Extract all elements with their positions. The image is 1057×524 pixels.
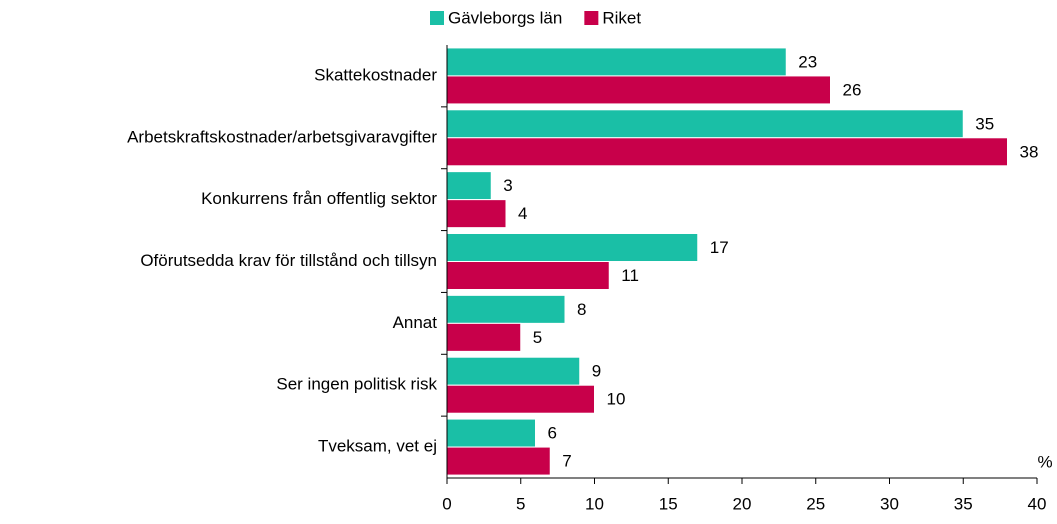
x-tick-label: 30 bbox=[880, 494, 899, 513]
y-tick-label: Ser ingen politisk risk bbox=[276, 375, 437, 394]
bar bbox=[446, 137, 1008, 167]
value-label: 35 bbox=[975, 114, 994, 133]
value-label: 7 bbox=[562, 452, 571, 471]
bar bbox=[446, 109, 964, 139]
legend-swatch bbox=[584, 11, 599, 25]
bar bbox=[446, 199, 507, 229]
bar bbox=[446, 47, 787, 77]
value-label: 9 bbox=[592, 362, 601, 381]
value-label: 26 bbox=[843, 80, 862, 99]
legend-label: Gävleborgs län bbox=[448, 8, 562, 27]
x-tick-label: 35 bbox=[954, 494, 973, 513]
x-tick-label: 40 bbox=[1028, 494, 1047, 513]
legend-label: Riket bbox=[602, 8, 641, 27]
value-label: 17 bbox=[710, 238, 729, 257]
y-tick-label: Arbetskraftskostnader/arbetsgivaravgifte… bbox=[127, 127, 437, 146]
x-tick-label: 15 bbox=[659, 494, 678, 513]
bar bbox=[446, 233, 699, 262]
y-tick-label: Konkurrens från offentlig sektor bbox=[201, 189, 437, 208]
value-label: 5 bbox=[533, 328, 542, 347]
x-tick-label: 10 bbox=[585, 494, 604, 513]
x-tick-label: 25 bbox=[806, 494, 825, 513]
bar bbox=[446, 171, 492, 201]
y-tick-label: Oförutsedda krav för tillstånd och tills… bbox=[140, 251, 437, 270]
value-label: 6 bbox=[548, 424, 557, 443]
bar bbox=[446, 356, 581, 386]
x-axis-label: % bbox=[1037, 452, 1052, 471]
legend-swatch bbox=[430, 11, 444, 25]
y-tick-label: Skattekostnader bbox=[314, 65, 437, 84]
bar bbox=[446, 75, 831, 105]
value-label: 3 bbox=[503, 176, 512, 195]
value-label: 38 bbox=[1020, 142, 1039, 161]
value-label: 10 bbox=[607, 390, 626, 409]
bar bbox=[446, 322, 522, 352]
bar bbox=[446, 446, 551, 476]
x-tick-label: 5 bbox=[516, 494, 525, 513]
y-tick-label: Tveksam, vet ej bbox=[318, 437, 437, 456]
bar bbox=[446, 384, 595, 414]
bar bbox=[446, 261, 610, 290]
bar bbox=[446, 294, 566, 324]
y-tick-label: Annat bbox=[393, 313, 438, 332]
value-label: 4 bbox=[518, 204, 527, 223]
value-label: 23 bbox=[798, 52, 817, 71]
x-tick-label: 20 bbox=[733, 494, 752, 513]
value-label: 11 bbox=[621, 266, 639, 285]
bar bbox=[446, 418, 536, 448]
value-label: 8 bbox=[577, 300, 586, 319]
x-tick-label: 0 bbox=[442, 494, 451, 513]
